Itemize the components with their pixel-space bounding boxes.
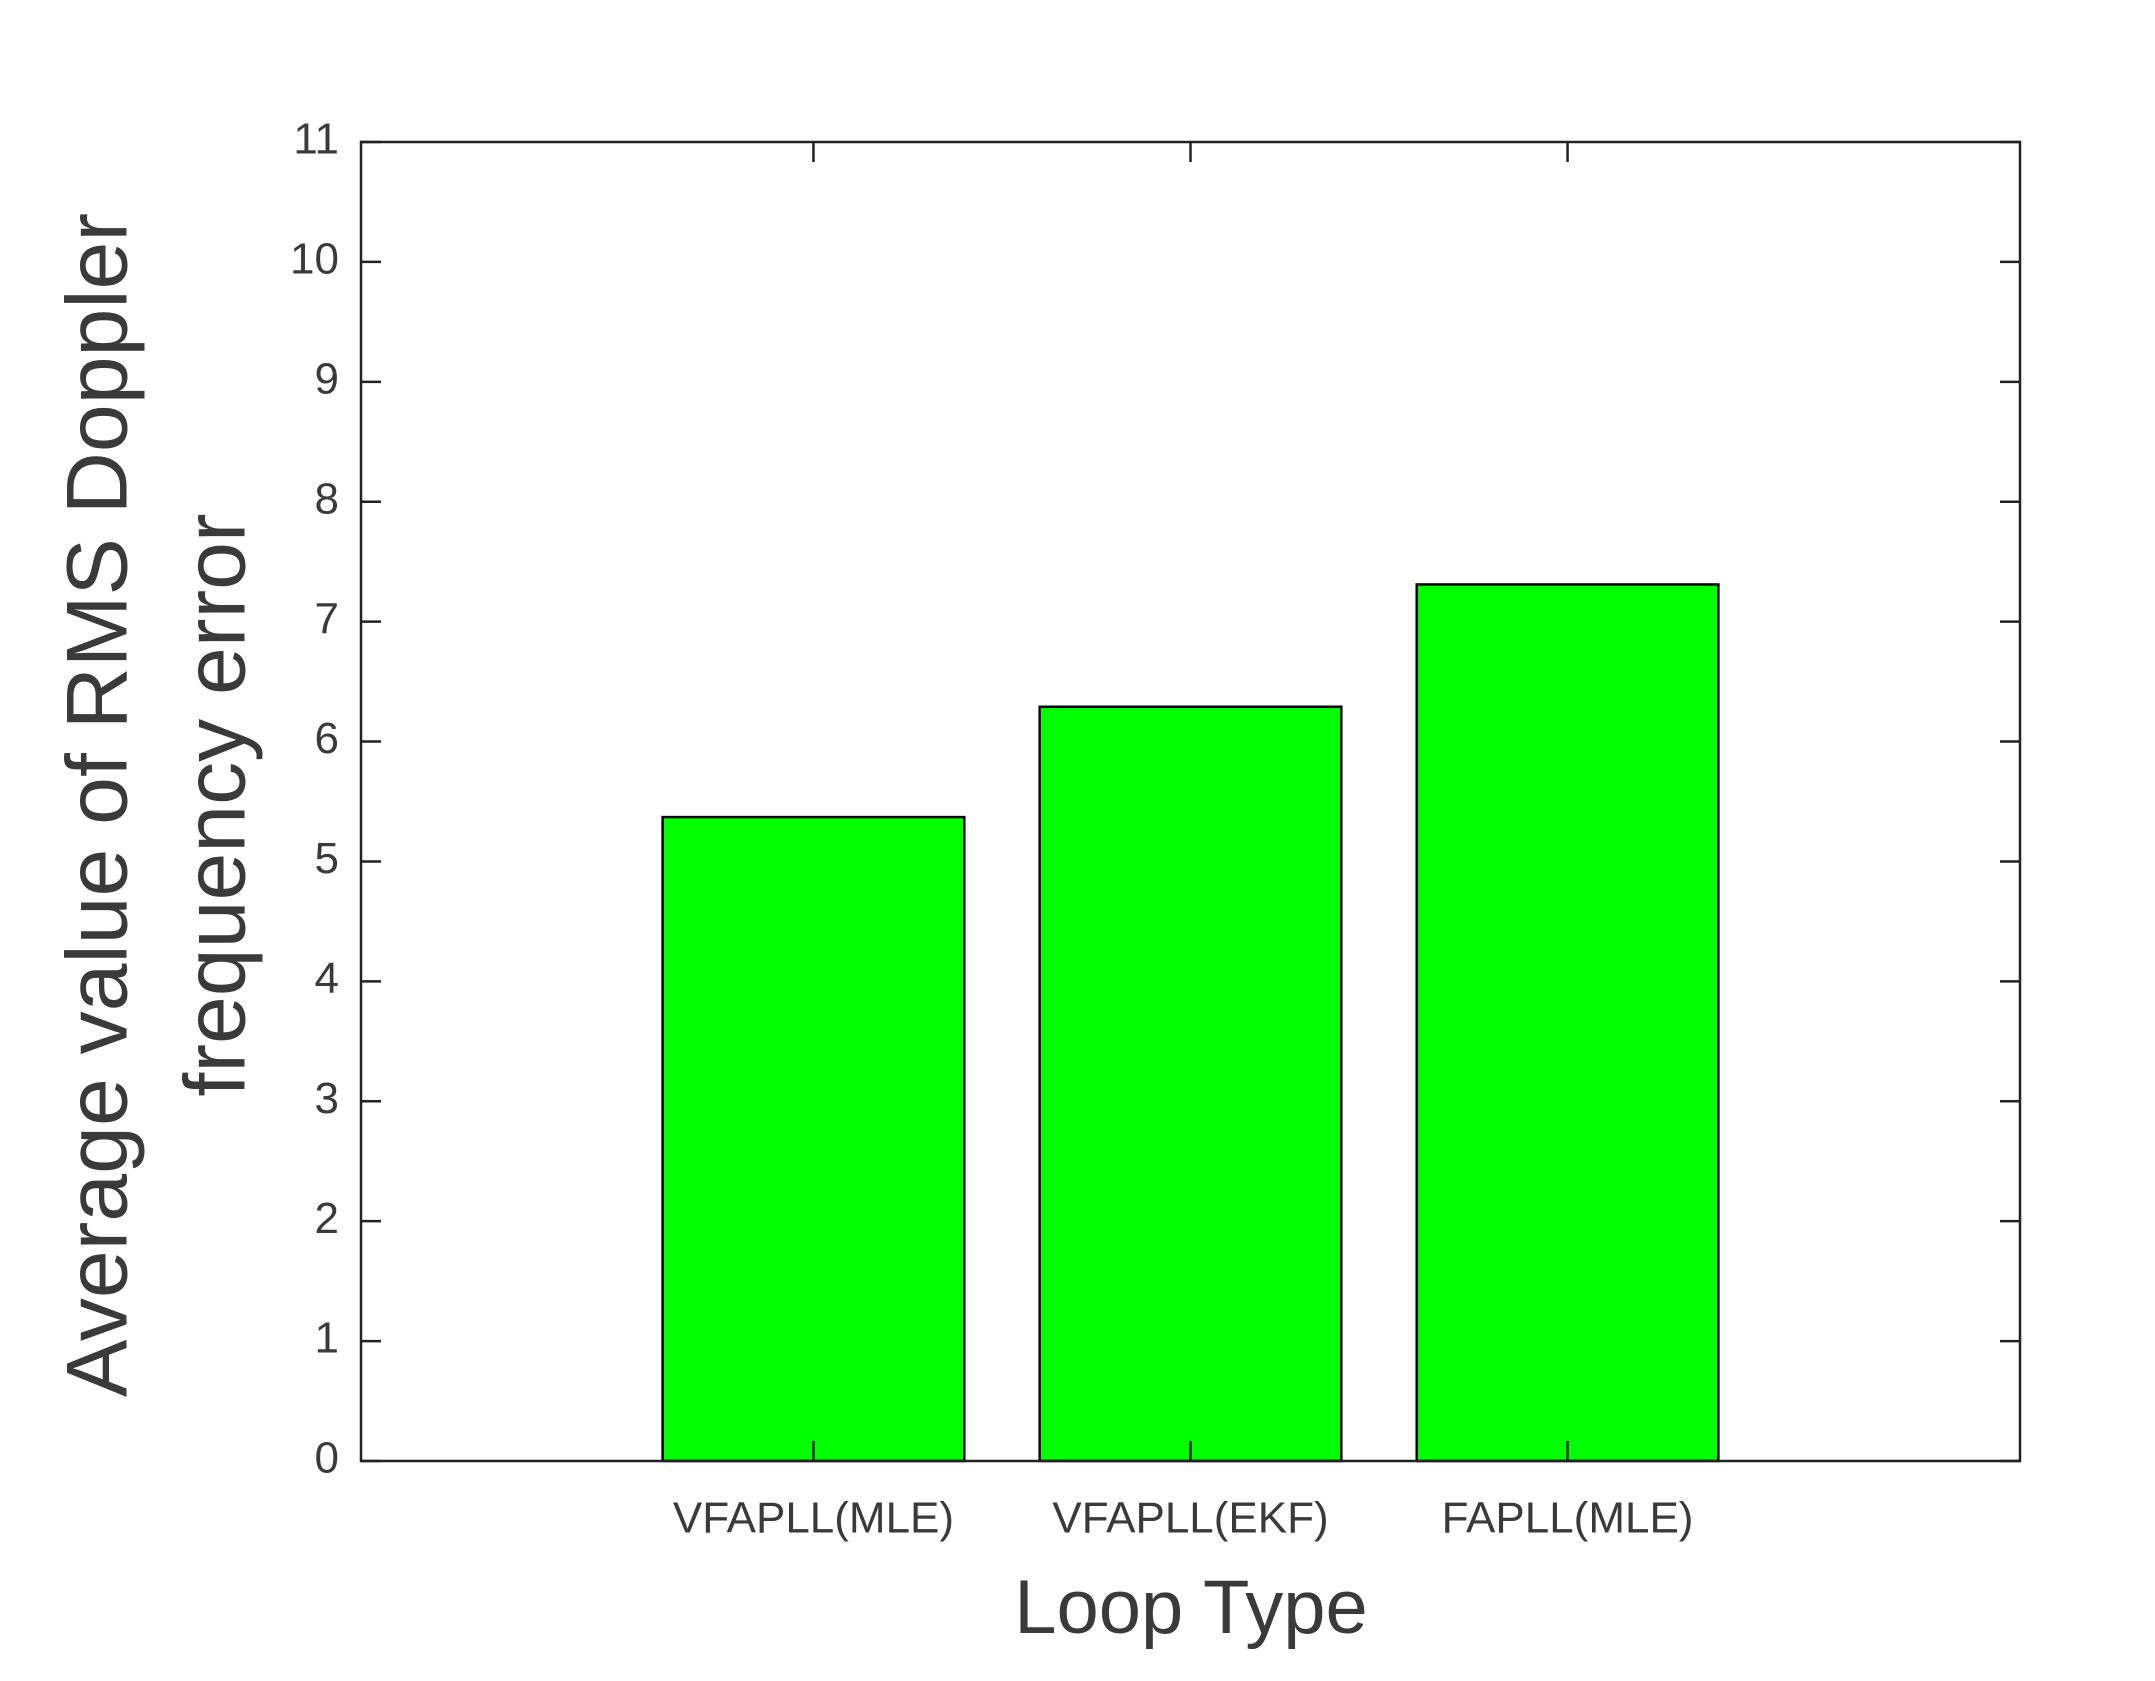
x-tick-label: FAPLL(MLE): [1442, 1494, 1694, 1543]
y-axis-label: Average value of RMS Doppler: [50, 213, 146, 1397]
bar: [1415, 583, 1720, 1463]
y-tick-label: 10: [290, 235, 339, 284]
y-tick-label: 6: [315, 714, 339, 763]
y-tick-label: 1: [315, 1314, 339, 1363]
y-tick-label: 7: [315, 594, 339, 643]
x-axis-label: Loop Type: [1014, 1565, 1368, 1650]
y-tick-label: 5: [315, 834, 339, 883]
y-tick-label: 2: [315, 1194, 339, 1243]
y-tick-label: 11: [293, 115, 339, 164]
bar: [661, 815, 966, 1463]
y-tick-label: 0: [315, 1434, 339, 1483]
x-tick-label: VFAPLL(EKF): [1052, 1494, 1328, 1543]
y-axis-label-line: Average value of RMS Doppler: [50, 213, 146, 1397]
y-tick-label: 9: [315, 354, 339, 403]
y-tick-label: 4: [315, 954, 339, 1003]
x-tick-label: VFAPLL(MLE): [673, 1494, 954, 1543]
y-axis-label: frequency error: [168, 513, 264, 1096]
plot-frame: [359, 140, 2022, 1463]
bar: [1038, 705, 1343, 1463]
y-tick-label: 3: [315, 1074, 339, 1123]
y-tick-label: 8: [315, 474, 339, 523]
y-axis-label-line: frequency error: [168, 513, 264, 1096]
